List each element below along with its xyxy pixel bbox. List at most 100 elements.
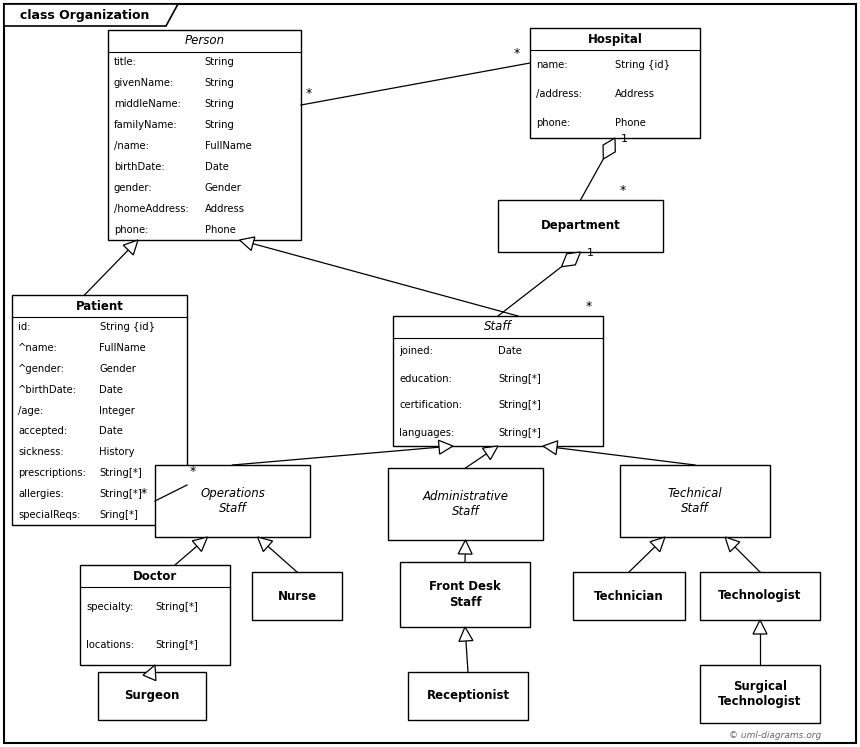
Text: middleName:: middleName: — [114, 99, 181, 109]
Polygon shape — [439, 440, 453, 454]
Bar — [530, 28, 700, 138]
Text: *: * — [306, 87, 312, 100]
Text: Front Desk
Staff: Front Desk Staff — [429, 580, 501, 609]
Text: *: * — [141, 487, 147, 500]
Text: Gender: Gender — [100, 364, 137, 374]
Bar — [498, 200, 663, 252]
Text: String: String — [205, 120, 235, 130]
Text: Nurse: Nurse — [278, 589, 316, 603]
Text: class Organization: class Organization — [21, 8, 150, 22]
Bar — [400, 562, 530, 627]
Text: phone:: phone: — [114, 225, 149, 235]
Text: Surgeon: Surgeon — [125, 689, 180, 702]
Text: ^gender:: ^gender: — [18, 364, 65, 374]
Text: String[*]: String[*] — [498, 374, 541, 383]
Polygon shape — [143, 665, 156, 681]
Text: ^birthDate:: ^birthDate: — [18, 385, 77, 395]
Polygon shape — [193, 537, 207, 551]
Text: Technical
Staff: Technical Staff — [667, 487, 722, 515]
Text: Operations
Staff: Operations Staff — [200, 487, 265, 515]
Text: 1: 1 — [587, 248, 593, 258]
Text: String: String — [205, 78, 235, 88]
Text: Date: Date — [100, 385, 123, 395]
Text: /name:: /name: — [114, 141, 149, 151]
Text: specialty:: specialty: — [86, 601, 133, 612]
Text: Receptionist: Receptionist — [427, 689, 510, 702]
Text: id:: id: — [18, 323, 30, 332]
Text: String[*]: String[*] — [155, 640, 198, 651]
Text: © uml-diagrams.org: © uml-diagrams.org — [729, 731, 821, 740]
Text: birthDate:: birthDate: — [114, 162, 164, 172]
Text: /age:: /age: — [18, 406, 43, 415]
Polygon shape — [543, 441, 558, 455]
Bar — [80, 565, 230, 665]
Text: locations:: locations: — [86, 640, 134, 651]
Text: specialReqs:: specialReqs: — [18, 509, 80, 520]
Text: Doctor: Doctor — [133, 569, 177, 583]
Polygon shape — [4, 4, 178, 26]
Polygon shape — [123, 240, 138, 255]
Text: String: String — [205, 58, 235, 67]
Text: /address:: /address: — [536, 89, 582, 99]
Text: sickness:: sickness: — [18, 447, 64, 457]
Text: Hospital: Hospital — [587, 33, 642, 46]
Text: phone:: phone: — [536, 118, 570, 128]
Text: FullName: FullName — [205, 141, 251, 151]
Text: 1: 1 — [621, 134, 628, 144]
Text: Sring[*]: Sring[*] — [100, 509, 138, 520]
Text: String[*]: String[*] — [155, 601, 198, 612]
Text: allergies:: allergies: — [18, 489, 64, 499]
Polygon shape — [257, 537, 273, 551]
Text: Staff: Staff — [484, 320, 512, 333]
Text: Patient: Patient — [76, 300, 124, 312]
Text: Date: Date — [498, 347, 522, 356]
Text: FullName: FullName — [100, 343, 146, 353]
Bar — [700, 572, 820, 620]
Text: String[*]: String[*] — [100, 489, 142, 499]
Text: prescriptions:: prescriptions: — [18, 468, 86, 478]
Text: Administrative
Staff: Administrative Staff — [422, 490, 508, 518]
Text: name:: name: — [536, 60, 568, 69]
Text: *: * — [586, 300, 592, 313]
Text: languages:: languages: — [399, 427, 454, 438]
Bar — [108, 30, 301, 240]
Text: joined:: joined: — [399, 347, 433, 356]
Text: String[*]: String[*] — [498, 400, 541, 411]
Text: accepted:: accepted: — [18, 427, 67, 436]
Polygon shape — [482, 446, 498, 459]
Polygon shape — [562, 252, 580, 267]
Bar — [408, 672, 528, 720]
Bar — [700, 665, 820, 723]
Text: String[*]: String[*] — [100, 468, 142, 478]
Text: ^name:: ^name: — [18, 343, 58, 353]
Text: *: * — [620, 184, 626, 197]
Text: Technician: Technician — [594, 589, 664, 603]
Text: Phone: Phone — [615, 118, 646, 128]
Text: String: String — [205, 99, 235, 109]
Polygon shape — [458, 540, 472, 554]
Bar — [252, 572, 342, 620]
Bar — [388, 468, 543, 540]
Text: title:: title: — [114, 58, 137, 67]
Bar — [98, 672, 206, 720]
Text: familyName:: familyName: — [114, 120, 178, 130]
Text: Phone: Phone — [205, 225, 236, 235]
Text: gender:: gender: — [114, 183, 152, 193]
Text: Person: Person — [184, 34, 224, 48]
Text: Address: Address — [615, 89, 655, 99]
Text: certification:: certification: — [399, 400, 462, 411]
Polygon shape — [459, 627, 473, 642]
Text: History: History — [100, 447, 135, 457]
Text: Department: Department — [541, 220, 620, 232]
Text: Date: Date — [100, 427, 123, 436]
Polygon shape — [239, 237, 255, 250]
Text: Integer: Integer — [100, 406, 135, 415]
Text: *: * — [190, 465, 196, 478]
Text: Technologist: Technologist — [718, 589, 802, 603]
Text: String {id}: String {id} — [615, 60, 670, 69]
Text: Gender: Gender — [205, 183, 242, 193]
Text: education:: education: — [399, 374, 452, 383]
Text: Date: Date — [205, 162, 229, 172]
Bar — [12, 295, 187, 525]
Polygon shape — [753, 620, 767, 634]
